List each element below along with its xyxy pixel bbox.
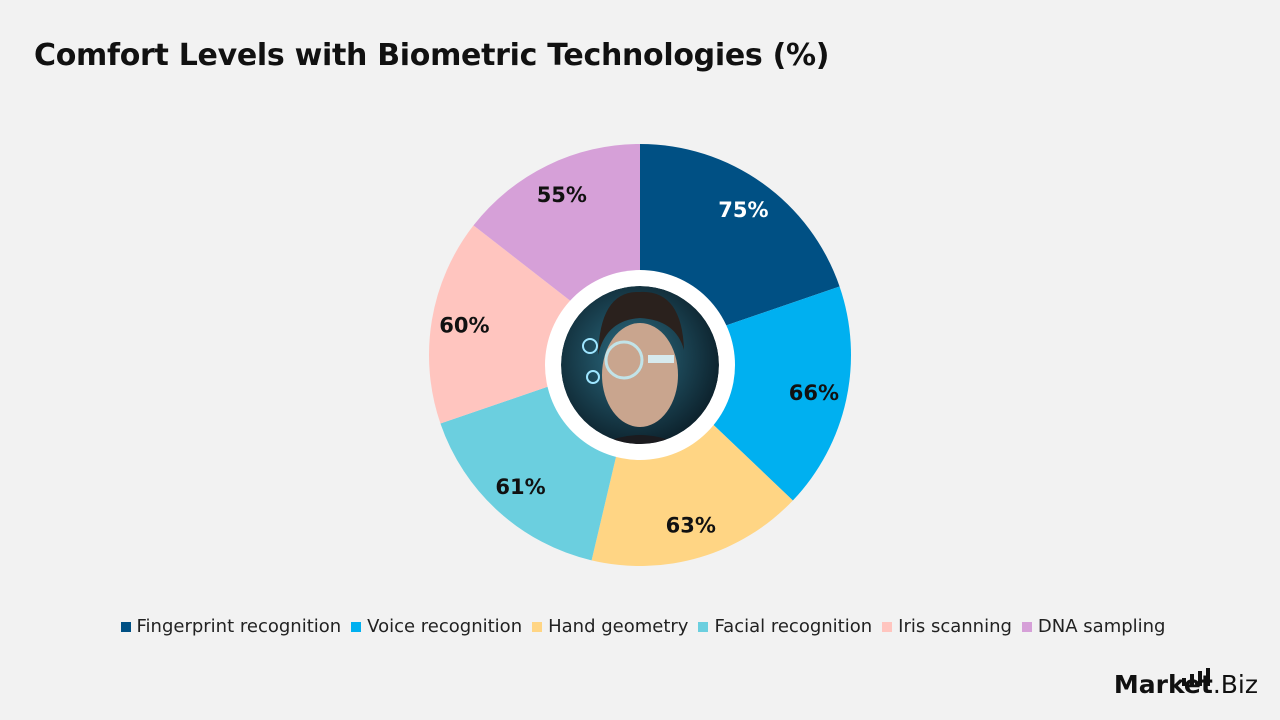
legend-item: Voice recognition <box>351 616 522 637</box>
legend-item: Hand geometry <box>532 616 688 637</box>
legend-swatch <box>351 621 362 632</box>
data-label: 61% <box>495 475 545 499</box>
data-label: 55% <box>537 183 587 207</box>
legend-swatch <box>698 621 709 632</box>
legend-item: Fingerprint recognition <box>120 616 342 637</box>
data-label: 75% <box>718 198 768 222</box>
legend-swatch <box>532 621 543 632</box>
legend-label: Hand geometry <box>548 616 689 637</box>
legend-swatch <box>882 621 893 632</box>
logo-bold: Market <box>1113 670 1213 699</box>
slice-iris-scanning <box>429 225 640 424</box>
legend-item: Iris scanning <box>882 616 1012 637</box>
data-label: 63% <box>666 514 716 538</box>
logo-light: .Biz <box>1212 670 1258 699</box>
legend-label: Iris scanning <box>898 616 1012 637</box>
legend-label: DNA sampling <box>1037 616 1166 637</box>
legend-label: Voice recognition <box>367 616 523 637</box>
legend-swatch <box>120 621 131 632</box>
chart-title: Comfort Levels with Biometric Technologi… <box>34 38 830 73</box>
legend: Fingerprint recognition Voice recognition… <box>0 616 1280 637</box>
legend-swatch <box>1021 621 1032 632</box>
data-label: 60% <box>439 314 489 338</box>
legend-label: Fingerprint recognition <box>136 616 342 637</box>
legend-label: Facial recognition <box>714 616 873 637</box>
legend-item: DNA sampling <box>1021 616 1166 637</box>
legend-item: Facial recognition <box>698 616 872 637</box>
marketbiz-logo: Market.Biz <box>1113 668 1258 699</box>
data-label: 66% <box>789 381 839 405</box>
